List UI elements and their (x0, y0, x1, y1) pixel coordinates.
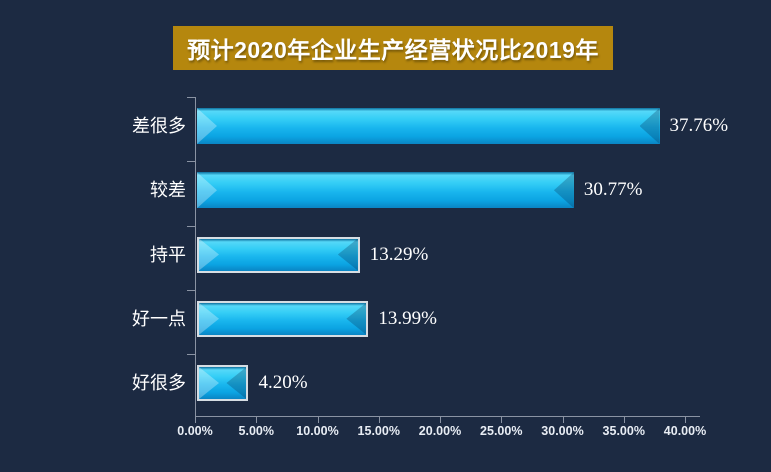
bar-bevel-right (226, 367, 247, 399)
bar-好很多[interactable] (197, 365, 249, 401)
value-label: 13.99% (378, 307, 437, 329)
bar-bevel-left (197, 172, 217, 209)
x-axis-tick-label: 0.00% (177, 424, 213, 438)
x-axis-tick (195, 417, 196, 423)
category-label: 差很多 (132, 116, 186, 136)
x-axis-line (195, 416, 700, 417)
x-axis-tick-label: 25.00% (480, 424, 523, 438)
x-axis-tick-label: 40.00% (663, 424, 707, 438)
y-axis-tick (187, 289, 195, 291)
bar-row: 持平 13.29% (0, 236, 771, 273)
x-axis-tick (623, 417, 625, 423)
x-axis-tick (378, 417, 380, 423)
bar-row: 差很多 37.76% (0, 108, 771, 144)
bar-bevel-left (199, 302, 219, 335)
bar-好一点[interactable] (197, 300, 369, 337)
y-axis-line (195, 97, 196, 416)
category-label: 好很多 (132, 373, 186, 393)
x-axis-tick (440, 417, 441, 423)
y-axis-tick (187, 97, 195, 98)
x-axis-tick-label: 30.00% (541, 424, 584, 438)
y-axis-tick (187, 354, 195, 355)
bar-差很多[interactable] (197, 108, 660, 144)
x-axis-tick-label: 5.00% (238, 424, 274, 438)
x-axis-tick (685, 417, 686, 423)
category-label: 较差 (150, 180, 186, 201)
value-label: 13.29% (369, 243, 429, 265)
value-label: 37.76% (669, 115, 729, 136)
bar-bevel-left (199, 238, 219, 271)
bar-bevel-left (199, 367, 219, 399)
x-axis-tick-label: 10.00% (296, 424, 339, 438)
category-label: 好一点 (132, 308, 186, 329)
y-axis-tick (187, 161, 195, 163)
bar-bevel-right (553, 172, 574, 209)
x-axis-tick-label: 15.00% (357, 424, 400, 438)
bar-row: 好很多 4.20% (0, 365, 771, 401)
bar-bevel-right (346, 302, 367, 335)
x-axis-tick-label: 20.00% (418, 424, 462, 438)
x-axis-tick-label: 35.00% (602, 424, 645, 438)
chart-title: 预计2020年企业生产经营状况比2019年 (187, 37, 599, 63)
bar-较差[interactable] (197, 172, 574, 209)
x-axis-tick (317, 417, 319, 423)
bar-持平[interactable] (197, 236, 360, 273)
value-label: 4.20% (258, 372, 308, 393)
value-label: 30.77% (583, 179, 643, 201)
bar-row: 好一点 13.99% (0, 300, 771, 337)
x-axis-tick (501, 417, 503, 423)
bar-row: 较差 30.77% (0, 172, 771, 209)
x-axis-tick (562, 417, 564, 423)
y-axis-tick (187, 225, 195, 227)
chart-title-banner: 预计2020年企业生产经营状况比2019年 (173, 26, 613, 70)
x-axis-tick (256, 417, 258, 423)
bar-bevel-right (337, 238, 358, 271)
category-label: 持平 (150, 244, 186, 265)
bar-bevel-right (639, 108, 660, 144)
bar-bevel-left (197, 108, 217, 144)
